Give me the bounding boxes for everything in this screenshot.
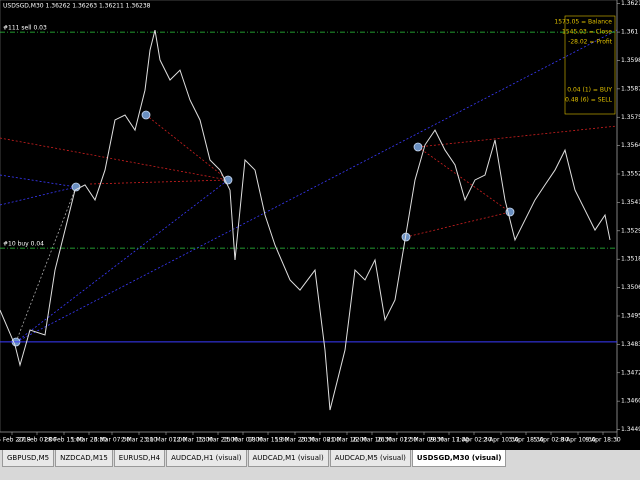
- order-level-label: #111 sell 0.03: [3, 25, 47, 32]
- y-tick-label: 1.3472: [621, 369, 640, 376]
- x-tick-label: 1 Apr 02:30: [456, 437, 491, 444]
- y-tick-label: 1.3564: [621, 142, 640, 149]
- chart-tab[interactable]: NZDCAD,M15: [55, 450, 113, 467]
- y-tick-label: 1.3449: [621, 426, 640, 433]
- y-tick-label: 1.3518: [621, 256, 640, 263]
- y-tick-label: 1.34835: [621, 341, 640, 348]
- info-text: 0.48 (6) = SELL: [565, 97, 613, 104]
- y-tick-label: 1.34605: [621, 398, 640, 405]
- trade-markers: [11, 110, 515, 347]
- trade-marker: [413, 142, 423, 152]
- y-tick-label: 1.3541: [621, 199, 640, 206]
- x-tick-label: 21 Mar 16:00: [327, 437, 367, 444]
- chart: USDSGD,M30 1.36262 1.36263 1.36211 1.362…: [0, 0, 640, 444]
- trend-line: [417, 125, 618, 148]
- y-tick-label: 1.35755: [621, 114, 640, 121]
- x-tick-label: 18 Mar 15:30: [248, 437, 288, 444]
- order-level-label: #10 buy 0.04: [3, 241, 44, 248]
- trend-line: [15, 179, 229, 343]
- info-text: 1573.05 = Balance: [554, 19, 612, 26]
- chart-tab[interactable]: GBPUSD,M5: [2, 450, 55, 467]
- trend-line: [0, 174, 77, 188]
- x-tick-label: 9 Apr 18:30: [585, 437, 620, 444]
- chart-tab[interactable]: EURUSD,H4: [113, 450, 166, 467]
- x-tick-label: 7 Mar 23:00: [121, 437, 157, 444]
- info-text: 0.04 (1) = BUY: [567, 87, 612, 94]
- x-tick-label: 27 Feb 07:00: [17, 437, 57, 444]
- y-tick-label: 1.35525: [621, 171, 640, 178]
- trend-line: [89, 179, 229, 185]
- tab-bar: GBPUSD,M5 NZDCAD,M15 EURUSD,H4 AUDCAD,H1 (v…: [0, 450, 640, 480]
- x-tick-label: 15 Mar 07:00: [223, 437, 263, 444]
- trend-line: [0, 137, 229, 181]
- x-tick-label: 22 Mar 16:30: [352, 437, 392, 444]
- x-tick-label: 11 Mar 07:00: [146, 437, 186, 444]
- x-tick-label: 19 Mar 23:30: [275, 437, 315, 444]
- x-tick-label: 1 Mar 23:30: [71, 437, 107, 444]
- trend-line: [15, 29, 618, 343]
- x-tick-label: 25 Feb 2019: [0, 437, 31, 444]
- trade-marker: [141, 110, 151, 120]
- x-tick-label: 26 Mar 01:30: [377, 437, 417, 444]
- trend-line: [145, 114, 229, 181]
- info-text: 1545.03 = Close: [562, 29, 612, 36]
- y-tick-label: 1.3495: [621, 312, 640, 319]
- x-tick-label: 3 Apr 18:30: [508, 437, 543, 444]
- chart-tab[interactable]: AUDCAD,M1 (visual): [247, 450, 329, 467]
- trend-line: [417, 146, 511, 213]
- x-tick-label: 13 Mar 23:00: [198, 437, 238, 444]
- x-tick-label: 12 Mar 15:00: [173, 437, 213, 444]
- chart-tab[interactable]: USDSGD,M30 (visual): [411, 450, 507, 467]
- plot-area: [0, 0, 618, 433]
- y-tick-label: 1.35985: [621, 57, 640, 64]
- x-tick-label: 28 Mar 17:00: [429, 437, 469, 444]
- x-tick-label: 5 Apr 02:30: [533, 437, 568, 444]
- info-box: [564, 15, 616, 115]
- price-line: [0, 29, 611, 411]
- x-tick-label: 8 Apr 10:30: [560, 437, 595, 444]
- x-tick-label: 20 Mar 08:00: [300, 437, 340, 444]
- y-tick-label: 1.36215: [621, 0, 640, 7]
- trend-line: [405, 211, 511, 238]
- y-tick-label: 1.3587: [621, 85, 640, 92]
- y-tick-label: 1.35065: [621, 284, 640, 291]
- x-tick-label: 2 Apr 10:30: [483, 437, 518, 444]
- chart-title: USDSGD,M30 1.36262 1.36263 1.36211 1.362…: [3, 3, 151, 10]
- trend-line: [0, 186, 77, 206]
- info-text: -28.02 = Profit: [568, 39, 612, 46]
- trend-lines: [0, 29, 618, 343]
- chart-tab[interactable]: AUDCAD,H1 (visual): [166, 450, 247, 467]
- x-tick-label: 28 Feb 15:00: [44, 437, 84, 444]
- chart-tab[interactable]: AUDCAD,M5 (visual): [329, 450, 411, 467]
- x-tick-label: 6 Mar 07:30: [94, 437, 130, 444]
- x-tick-label: 27 Mar 09:30: [404, 437, 444, 444]
- y-tick-label: 1.361: [621, 29, 638, 36]
- y-tick-label: 1.35295: [621, 227, 640, 234]
